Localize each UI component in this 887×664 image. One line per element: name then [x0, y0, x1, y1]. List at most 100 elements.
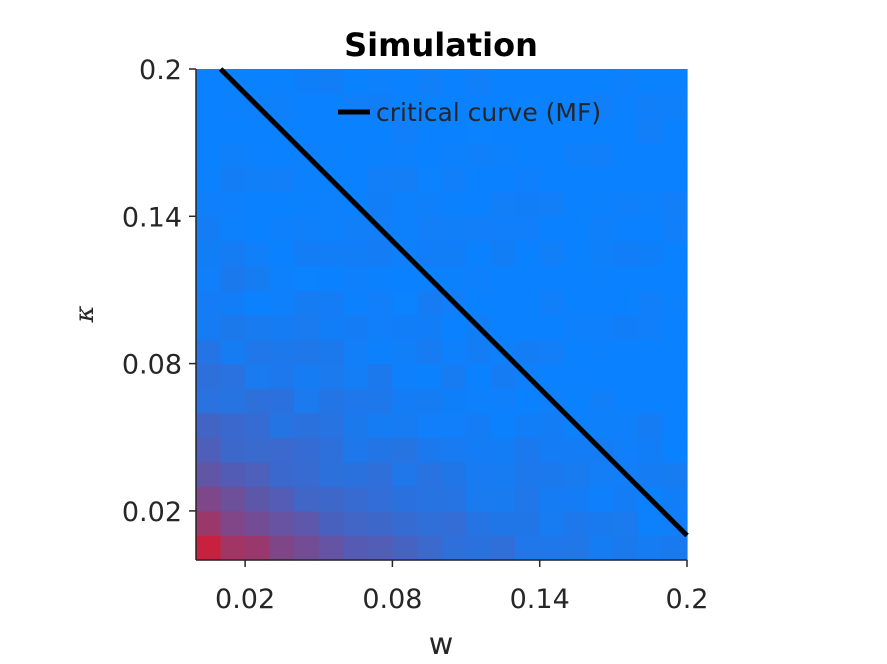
heatmap-cell	[245, 388, 271, 414]
heatmap-cell	[196, 167, 222, 193]
heatmap-cell	[220, 289, 246, 316]
heatmap-cell	[441, 142, 467, 168]
heatmap-cell	[269, 191, 295, 217]
heatmap-cell	[220, 339, 246, 365]
heatmap-cell	[662, 363, 688, 389]
heatmap-cell	[613, 388, 639, 414]
heatmap-cell	[343, 461, 369, 487]
heatmap-cell	[269, 240, 295, 266]
heatmap-cell	[269, 142, 295, 168]
heatmap-cell	[392, 510, 418, 537]
heatmap-cell	[367, 314, 393, 340]
heatmap-cell	[588, 486, 614, 512]
heatmap-cell	[637, 535, 664, 561]
heatmap-cell	[613, 289, 639, 316]
heatmap-cell	[441, 535, 467, 561]
heatmap-cell	[245, 289, 271, 316]
heatmap-cell	[588, 216, 614, 242]
heatmap-cell	[466, 69, 492, 95]
heatmap-cell	[416, 388, 443, 414]
x-axis-ticks: 0.02 0.08 0.14 0.2	[215, 560, 708, 615]
heatmap-cell	[343, 93, 369, 119]
heatmap-cell	[294, 339, 320, 365]
heatmap-cell	[196, 388, 222, 414]
heatmap-cell	[220, 535, 246, 561]
heatmap-cell	[245, 265, 271, 291]
heatmap-cell	[294, 510, 320, 537]
heatmap-cell	[343, 167, 369, 193]
heatmap-cell	[392, 363, 418, 389]
heatmap-cell	[441, 461, 467, 487]
heatmap-cell	[564, 339, 590, 365]
heatmap-cell	[515, 535, 541, 561]
heatmap-cell	[515, 265, 541, 291]
heatmap-cell	[294, 118, 320, 144]
heatmap-cell	[490, 363, 516, 389]
heatmap-cell	[490, 118, 516, 144]
heatmap-cell	[416, 118, 443, 144]
heatmap-cell	[515, 510, 541, 537]
heatmap-cell	[637, 461, 664, 487]
x-tick-label: 0.2	[666, 584, 709, 615]
heatmap-cell	[637, 388, 664, 414]
heatmap-cell	[441, 93, 467, 119]
heatmap-cell	[613, 535, 639, 561]
heatmap-cell	[196, 240, 222, 266]
heatmap-cell	[564, 314, 590, 340]
heatmap-cell	[466, 167, 492, 193]
heatmap-cell	[220, 142, 246, 168]
heatmap-cell	[343, 486, 369, 512]
heatmap-cell	[662, 412, 688, 438]
heatmap-cell	[637, 69, 664, 95]
heatmap-cell	[196, 265, 222, 291]
heatmap-cell	[539, 216, 565, 242]
heatmap-cell	[343, 118, 369, 144]
heatmap-cell	[539, 69, 565, 95]
heatmap-cell	[515, 461, 541, 487]
heatmap-cell	[662, 388, 688, 414]
heatmap-cell	[564, 437, 590, 463]
heatmap-cell	[343, 363, 369, 389]
heatmap-cell	[637, 191, 664, 217]
heatmap-cell	[490, 216, 516, 242]
heatmap-cell	[515, 69, 541, 95]
heatmap-cell	[416, 93, 443, 119]
heatmap-cell	[441, 240, 467, 266]
heatmap-cell	[466, 510, 492, 537]
heatmap-cell	[588, 142, 614, 168]
heatmap-cell	[269, 314, 295, 340]
heatmap-cell	[515, 314, 541, 340]
heatmap-cell	[220, 93, 246, 119]
heatmap-cell	[196, 216, 222, 242]
heatmap-cell	[441, 339, 467, 365]
heatmap-cell	[539, 142, 565, 168]
heatmap-cell	[564, 240, 590, 266]
heatmap-cell	[318, 118, 344, 144]
heatmap-cell	[416, 191, 443, 217]
heatmap-cell	[343, 289, 369, 316]
heatmap-cell	[564, 363, 590, 389]
heatmap-cell	[515, 339, 541, 365]
heatmap-cell	[367, 437, 393, 463]
heatmap-cell	[490, 240, 516, 266]
y-axis-ticks: 0.02 0.08 0.14 0.2	[122, 55, 196, 528]
heatmap-cell	[318, 535, 344, 561]
heatmap-cell	[392, 412, 418, 438]
heatmap-cell	[662, 289, 688, 316]
heatmap-cell	[539, 118, 565, 144]
heatmap-cell	[441, 314, 467, 340]
heatmap-cell	[539, 93, 565, 119]
heatmap-cell	[416, 289, 443, 316]
heatmap-cell	[318, 363, 344, 389]
heatmap-cell	[220, 216, 246, 242]
heatmap-cell	[367, 191, 393, 217]
heatmap-cell	[637, 167, 664, 193]
heatmap-cell	[441, 388, 467, 414]
heatmap-cell	[466, 265, 492, 291]
heatmap-cell	[637, 339, 664, 365]
heatmap-cell	[416, 486, 443, 512]
heatmap-cell	[245, 486, 271, 512]
heatmap-cell	[564, 216, 590, 242]
heatmap-cell	[196, 510, 222, 537]
heatmap-cells	[196, 69, 688, 561]
